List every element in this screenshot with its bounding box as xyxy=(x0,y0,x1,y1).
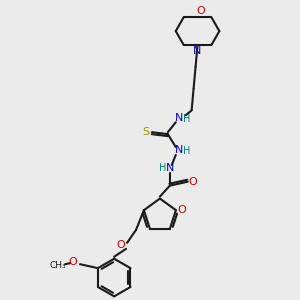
Text: CH₃: CH₃ xyxy=(50,261,67,270)
Text: N: N xyxy=(194,46,202,56)
Text: S: S xyxy=(142,127,150,137)
Text: N: N xyxy=(175,145,183,155)
Text: O: O xyxy=(69,257,77,267)
Text: N: N xyxy=(175,113,183,123)
Text: N: N xyxy=(166,163,174,173)
Text: H: H xyxy=(183,146,190,156)
Text: H: H xyxy=(159,163,167,173)
Text: O: O xyxy=(196,6,205,16)
Text: H: H xyxy=(183,114,190,124)
Text: O: O xyxy=(178,205,186,215)
Text: O: O xyxy=(117,240,125,250)
Text: O: O xyxy=(188,177,197,187)
